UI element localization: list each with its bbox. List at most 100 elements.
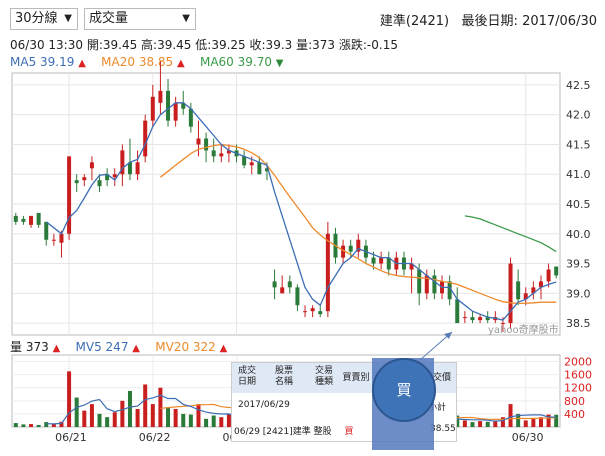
popup-col-name: 股票 名稱: [274, 366, 293, 387]
quote-line: 06/30 13:30 開:39.45 高:39.45 低:39.25 收:39…: [10, 36, 398, 53]
candle-body: [462, 317, 467, 319]
volume-bar: [470, 422, 475, 427]
candle-body: [242, 156, 247, 166]
volume-bar: [204, 418, 209, 427]
candle-body: [67, 156, 72, 234]
price-tick-label: 38.5: [566, 317, 591, 330]
up-arrow-icon: ▲: [177, 58, 185, 69]
volume-bar: [166, 407, 171, 427]
popup-col-date: 成交 日期: [237, 366, 256, 387]
candle-body: [409, 263, 414, 270]
candle-body: [478, 317, 483, 321]
volume-legend: 量 373 ▲ MV5 247 ▲ MV20 322 ▲: [10, 338, 227, 355]
ma20-label: MA20 38.85: [101, 55, 174, 69]
candle-body: [303, 311, 308, 313]
volume-bar: [500, 417, 505, 427]
volume-bar: [523, 420, 528, 427]
volume-tick-label: 800: [564, 395, 585, 408]
candle-body: [204, 138, 209, 151]
candle-body: [181, 102, 186, 109]
ma5-line: [45, 102, 557, 321]
ma20-line: [160, 143, 557, 305]
candle-body: [97, 180, 102, 187]
candle-body: [21, 218, 26, 222]
candle-body: [546, 269, 551, 282]
volume-bar: [29, 424, 34, 427]
volume-bar: [516, 413, 521, 427]
volume-bar: [181, 413, 186, 427]
volume-bar: [74, 397, 79, 427]
volume-bar: [127, 391, 132, 427]
quote-change: 漲跌:-0.15: [338, 38, 398, 52]
volume-bar: [538, 417, 543, 427]
candle-body: [523, 293, 528, 300]
ma60-label: MA60 39.70: [199, 55, 272, 69]
price-tick-label: 40.5: [566, 198, 591, 211]
candle-body: [485, 317, 490, 321]
candle-body: [280, 287, 285, 294]
price-tick-label: 39.5: [566, 258, 591, 271]
chevron-down-icon: ▼: [182, 13, 190, 24]
volume-bar: [478, 421, 483, 427]
volume-bar: [508, 404, 513, 427]
chevron-down-icon: ▼: [64, 13, 72, 24]
volume-tick-label: 1200: [564, 382, 592, 395]
candle-body: [196, 138, 201, 145]
volume-bar: [21, 424, 26, 427]
volume-tick-label: 400: [564, 408, 585, 421]
volume-bar: [226, 413, 231, 427]
candle-body: [500, 323, 505, 325]
volume-bar: [36, 425, 41, 427]
price-tick-label: 39.0: [566, 287, 591, 300]
buy-pointer-arrow: [444, 332, 452, 339]
quote-open: 開:39.45: [86, 38, 138, 52]
buy-marker[interactable]: 買: [372, 358, 436, 422]
volume-bar: [135, 409, 140, 427]
popup-col-side: 買賣別: [342, 373, 370, 383]
candle-body: [59, 233, 64, 243]
volume-bar: [67, 371, 72, 427]
volume-bar: [196, 404, 201, 427]
ma60-line: [464, 215, 557, 253]
candle-body: [127, 162, 132, 175]
date-tick-label: 06/22: [139, 431, 171, 444]
candle-body: [554, 266, 559, 276]
candle-body: [226, 150, 231, 154]
volume-bar: [44, 422, 49, 427]
candle-body: [348, 245, 353, 252]
candle-body: [424, 275, 429, 294]
last-date-label: 最後日期:: [461, 14, 518, 29]
candle-body: [105, 174, 110, 181]
quote-time: 06/30 13:30: [10, 38, 83, 52]
last-date: 2017/06/30: [522, 14, 597, 29]
candle-body: [135, 162, 140, 175]
candle-body: [89, 162, 94, 169]
price-tick-label: 41.0: [566, 168, 591, 181]
candle-body: [211, 150, 216, 157]
period-select[interactable]: 30分線 ▼: [10, 8, 78, 30]
candle-body: [531, 287, 536, 294]
candle-body: [166, 90, 171, 121]
indicator-select[interactable]: 成交量 ▼: [84, 8, 196, 30]
candle-body: [272, 281, 277, 288]
candle-body: [36, 212, 41, 225]
candle-body: [371, 257, 376, 264]
candle-body: [249, 162, 254, 166]
quote-volume: 量:373: [296, 38, 336, 52]
candle-body: [29, 215, 34, 225]
up-arrow-icon: ▲: [219, 343, 228, 354]
volume-bar: [493, 420, 498, 427]
ma-legend: MA5 39.19 ▲ MA20 38.85 ▲ MA60 39.70 ▼: [10, 55, 284, 69]
candle-body: [356, 239, 361, 252]
quote-high: 高:39.45: [141, 38, 192, 52]
watermark: yahoo奇摩股市: [488, 323, 559, 336]
price-tick-label: 42.5: [566, 79, 591, 92]
candle-body: [112, 174, 117, 178]
candle-body: [51, 239, 56, 241]
candle-body: [455, 299, 460, 324]
candle-body: [158, 90, 163, 103]
candle-body: [538, 281, 543, 288]
date-tick-label: 06/30: [512, 431, 544, 444]
volume-bar: [173, 409, 178, 427]
volume-bar: [158, 387, 163, 427]
